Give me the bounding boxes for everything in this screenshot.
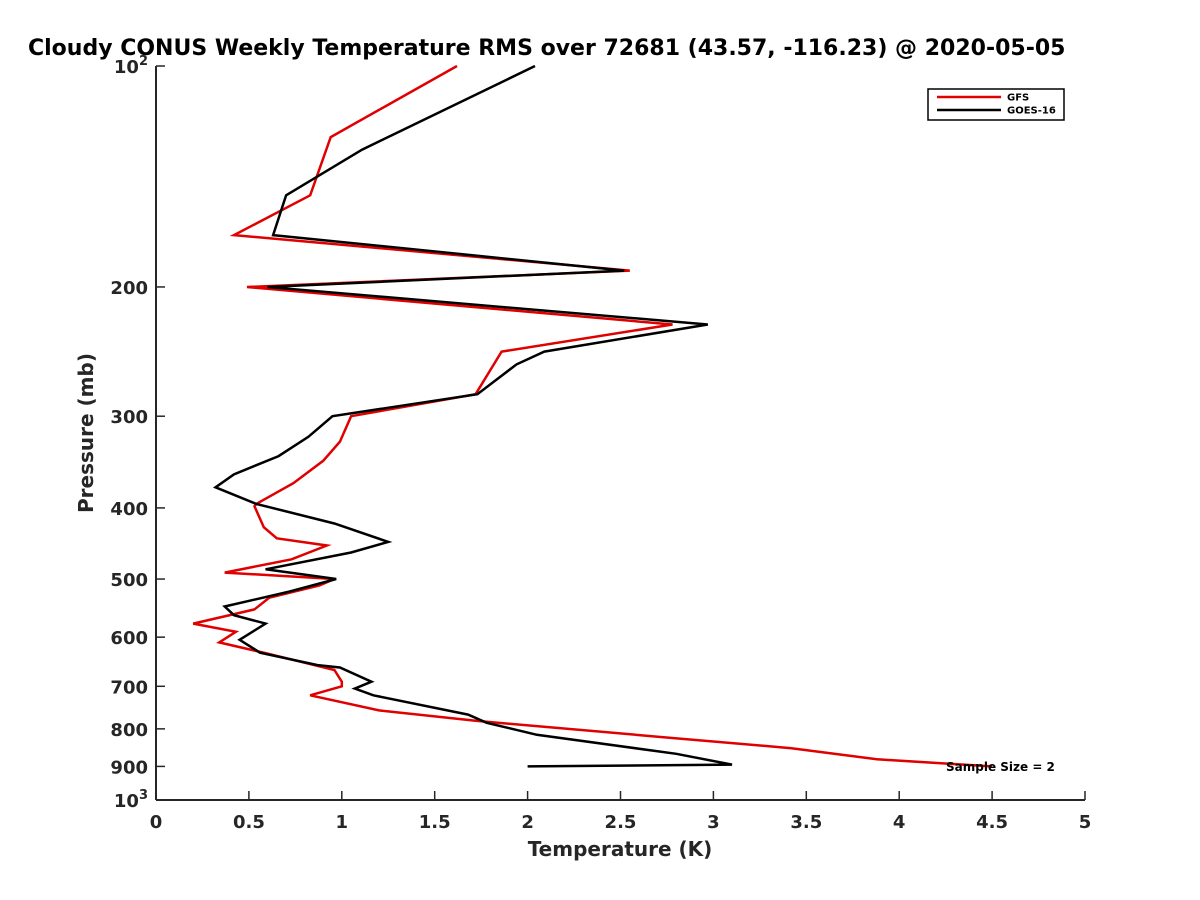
legend: GFS GOES-16 — [927, 88, 1065, 121]
x-tick-label: 4 — [893, 812, 906, 833]
y-axis-label: Pressure (mb) — [74, 353, 98, 513]
x-tick-label: 5 — [1079, 812, 1092, 833]
y-tick-label: 600 — [110, 628, 148, 649]
plot-axes — [155, 66, 1085, 801]
series-line-gfs — [192, 64, 993, 768]
x-tick-label: 0 — [150, 812, 163, 833]
x-tick-label: 3.5 — [790, 812, 822, 833]
y-tick-label: 500 — [110, 570, 148, 591]
x-tick-label: 2.5 — [605, 812, 637, 833]
series-layer — [192, 64, 993, 768]
x-tick-label: 1.5 — [419, 812, 451, 833]
y-tick-label: 200 — [110, 278, 148, 299]
y-tick-label: 103 — [114, 788, 148, 812]
x-tick-label: 3 — [707, 812, 720, 833]
y-tick-label: 800 — [110, 720, 148, 741]
y-tick-label: 900 — [110, 757, 148, 778]
x-ticks: 0 0.5 1 1.5 2 2.5 3 3.5 4 4.5 5 — [150, 791, 1092, 833]
x-tick-label: 0.5 — [233, 812, 265, 833]
legend-label: GOES-16 — [1007, 106, 1056, 117]
x-tick-label: 2 — [521, 812, 534, 833]
chart-title: Cloudy CONUS Weekly Temperature RMS over… — [28, 36, 1065, 61]
sample-size-annotation: Sample Size = 2 — [946, 760, 1055, 774]
y-tick-label: 102 — [114, 54, 148, 78]
legend-box — [927, 88, 1065, 121]
x-tick-label: 1 — [336, 812, 349, 833]
x-axis-label: Temperature (K) — [528, 837, 713, 861]
y-tick-label: 400 — [110, 499, 148, 520]
x-tick-label: 4.5 — [976, 812, 1008, 833]
legend-label: GFS — [1007, 93, 1029, 104]
y-ticks: 102 200 300 400 500 600 700 800 900 103 — [110, 54, 165, 812]
y-tick-label: 300 — [110, 407, 148, 428]
y-tick-label: 700 — [110, 677, 148, 698]
series-line-goes-16 — [212, 64, 733, 768]
